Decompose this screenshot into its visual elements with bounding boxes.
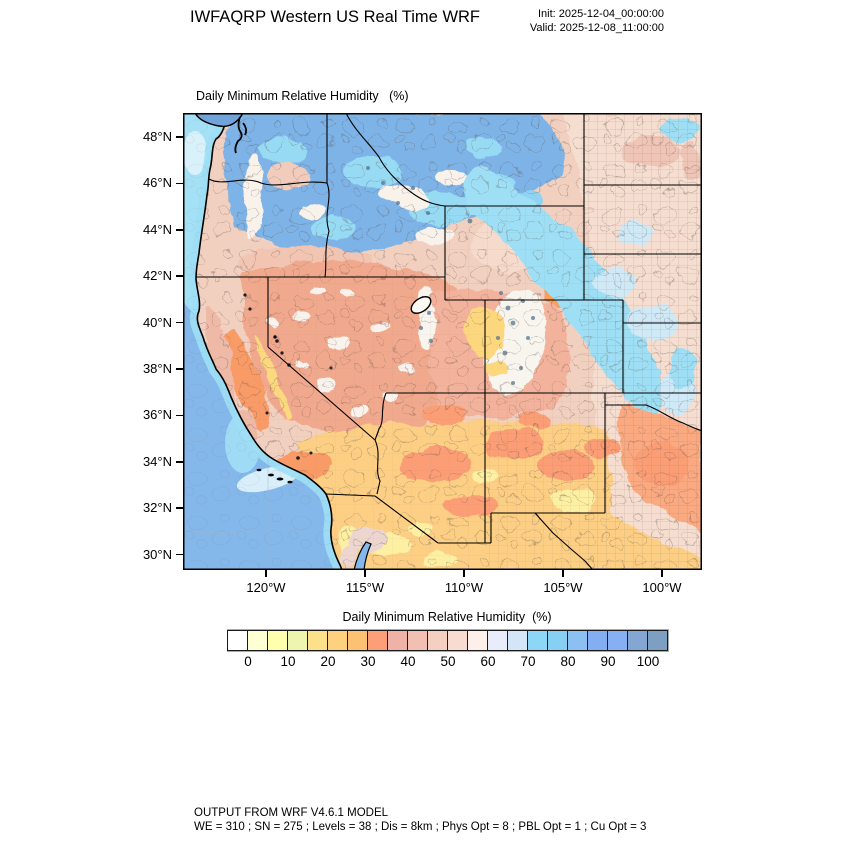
colorbar-segment	[247, 630, 268, 651]
page-title: IWFAQRP Western US Real Time WRF	[189, 8, 481, 26]
colorbar-tick-label: 90	[600, 654, 616, 669]
lon-tick-mark	[463, 570, 465, 577]
colorbar-tick-label: 10	[280, 654, 296, 669]
init-timestamp: Init: 2025-12-04_00:00:00	[538, 8, 664, 20]
lat-tick-label: 30°N	[142, 546, 172, 562]
lat-tick-mark	[176, 414, 183, 417]
colorbar-segment	[467, 630, 488, 651]
colorbar-tick-label: 0	[244, 654, 252, 669]
colorbar-segment	[407, 630, 428, 651]
lat-tick-label: 44°N	[142, 221, 172, 237]
colorbar-tick-label: 70	[520, 654, 536, 669]
colorbar-segment	[327, 630, 348, 651]
colorbar-segment	[587, 630, 608, 651]
lat-tick-mark	[176, 368, 183, 370]
run-timestamps: Init: 2025-12-04_00:00:00 Valid: 2025-12…	[530, 8, 664, 35]
lat-tick-mark	[176, 275, 183, 277]
lat-tick-mark	[176, 321, 183, 324]
gulf-of-california	[353, 541, 372, 571]
map-canvas	[160, 88, 703, 571]
footer-config-line: WE = 310 ; SN = 275 ; Levels = 38 ; Dis …	[194, 821, 647, 833]
lat-tick-label: 34°N	[142, 453, 172, 469]
lat-tick-label: 36°N	[142, 407, 172, 423]
lon-tick-label: 110°W	[444, 580, 484, 595]
lon-tick-label: 100°W	[642, 580, 682, 595]
plot-subtitle: Daily Minimum Relative Humidity (%)	[196, 89, 409, 103]
colorbar-tick-label: 50	[440, 654, 456, 669]
map-frame	[183, 113, 702, 570]
colorbar-segment	[367, 630, 388, 651]
lat-tick-mark	[176, 461, 183, 463]
colorbar-segment	[507, 630, 528, 651]
colorbar-segment	[347, 630, 368, 651]
colorbar-segment	[307, 630, 328, 651]
colorbar-segment	[527, 630, 548, 651]
lon-tick-mark	[661, 570, 663, 577]
colorbar-segment	[487, 630, 508, 651]
lon-tick-label: 115°W	[345, 580, 385, 595]
colorbar-tick-label: 30	[360, 654, 376, 669]
valid-timestamp: Valid: 2025-12-08_11:00:00	[529, 21, 664, 34]
colorbar-title: Daily Minimum Relative Humidity (%)	[342, 610, 552, 624]
lakes-layer	[273, 296, 432, 339]
lat-tick-label: 40°N	[142, 314, 172, 330]
colorbar-segment	[227, 630, 248, 651]
lat-tick-mark	[176, 229, 183, 231]
channel-islands	[256, 468, 293, 484]
colorbar-segment	[427, 630, 448, 651]
humidity-field-layer	[196, 113, 702, 570]
lon-tick-label: 105°W	[543, 580, 583, 595]
footer-model-line: OUTPUT FROM WRF V4.6.1 MODEL	[194, 807, 389, 819]
colorbar-tick-label: 60	[480, 654, 496, 669]
colorbar-segment	[647, 630, 668, 651]
map-svg	[160, 88, 703, 571]
colorbar-segment	[627, 630, 648, 651]
colorbar-segment	[387, 630, 408, 651]
lat-tick-label: 48°N	[142, 129, 172, 144]
colorbar-tick-label: 100	[636, 654, 660, 669]
lon-tick-mark	[364, 570, 366, 577]
lat-tick-mark	[176, 136, 183, 138]
lat-tick-label: 38°N	[142, 361, 172, 376]
lon-tick-mark	[265, 570, 267, 577]
lat-tick-label: 46°N	[142, 175, 172, 191]
lat-tick-label: 42°N	[142, 268, 172, 284]
lon-tick-label: 120°W	[246, 580, 286, 595]
colorbar	[227, 630, 668, 651]
colorbar-segment	[267, 630, 288, 651]
colorbar-segment	[607, 630, 628, 651]
colorbar-segment	[567, 630, 588, 651]
colorbar-tick-label: 80	[560, 654, 576, 669]
county-grid-layer	[243, 113, 702, 570]
lat-tick-label: 32°N	[142, 500, 172, 516]
colorbar-segment	[547, 630, 568, 651]
lat-tick-mark	[176, 507, 183, 509]
coastline-layer	[193, 112, 372, 571]
state-borders	[196, 112, 703, 571]
colorbar-segment	[447, 630, 468, 651]
colorbar-tick-label: 20	[320, 654, 336, 669]
puget-sound	[234, 116, 248, 154]
lat-tick-mark	[176, 553, 183, 556]
lat-tick-mark	[176, 182, 183, 185]
footer-notes: OUTPUT FROM WRF V4.6.1 MODEL WE = 310 ; …	[194, 806, 646, 834]
colorbar-segment	[287, 630, 308, 651]
lon-tick-mark	[562, 570, 564, 577]
colorbar-tick-label: 40	[400, 654, 416, 669]
